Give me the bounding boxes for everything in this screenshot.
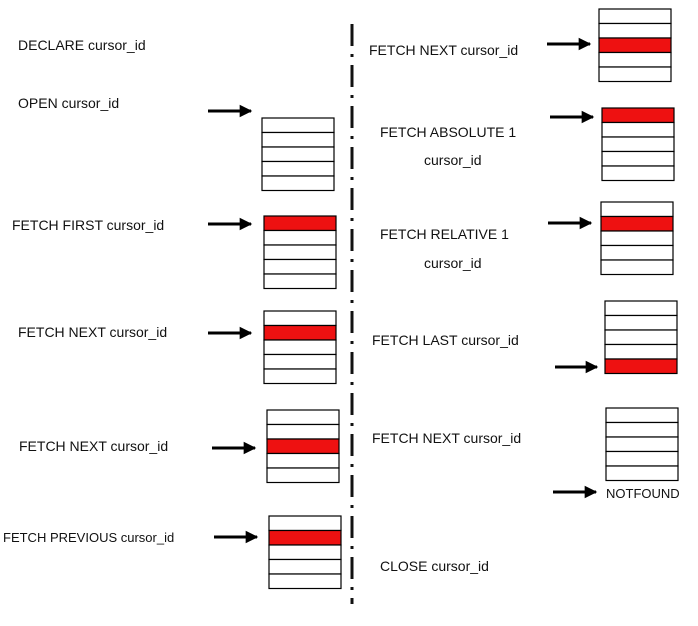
table-row — [600, 244, 674, 261]
current-row — [263, 324, 337, 341]
table-row — [263, 353, 337, 370]
current-row — [268, 529, 342, 546]
table-row — [605, 465, 679, 482]
step-label-fetch-absolute-line2: cursor_id — [424, 152, 482, 168]
table-row — [604, 343, 678, 360]
result-set-fetch-relative — [600, 201, 674, 276]
step-label-fetch-next-3: FETCH NEXT cursor_id — [369, 42, 519, 58]
table-row — [600, 230, 674, 247]
table-row — [268, 544, 342, 561]
result-set-fetch-next-2 — [266, 409, 340, 484]
current-row — [598, 37, 672, 54]
step-label-fetch-relative-line2: cursor_id — [424, 255, 482, 271]
step-label-fetch-last: FETCH LAST cursor_id — [372, 332, 519, 348]
table-row — [598, 66, 672, 83]
table-row — [600, 201, 674, 218]
result-set-fetch-next-3 — [598, 8, 672, 83]
table-row — [263, 244, 337, 261]
table-row — [598, 8, 672, 25]
table-row — [605, 436, 679, 453]
arrows — [208, 37, 599, 544]
table-row — [605, 450, 679, 467]
table-row — [605, 421, 679, 438]
table-row — [601, 121, 675, 138]
table-row — [263, 339, 337, 356]
table-row — [268, 558, 342, 575]
step-label-fetch-next-4: FETCH NEXT cursor_id — [372, 430, 522, 446]
table-row — [263, 368, 337, 385]
step-label-fetch-relative-line1: FETCH RELATIVE 1 — [380, 226, 509, 242]
current-row — [266, 438, 340, 455]
step-label-fetch-next-2: FETCH NEXT cursor_id — [19, 438, 169, 454]
result-set-fetch-absolute — [601, 107, 675, 182]
table-row — [601, 150, 675, 167]
result-set-fetch-next-1 — [263, 310, 337, 385]
step-label-fetch-previous: FETCH PREVIOUS cursor_id — [3, 530, 175, 545]
table-row — [266, 409, 340, 426]
notfound-status-label: NOTFOUND — [606, 486, 680, 501]
table-row — [605, 407, 679, 424]
table-row — [261, 175, 335, 192]
step-label-fetch-absolute-line1: FETCH ABSOLUTE 1 — [380, 124, 517, 140]
table-row — [261, 160, 335, 177]
table-row — [266, 423, 340, 440]
table-row — [266, 467, 340, 484]
step-label-close: CLOSE cursor_id — [380, 558, 489, 574]
table-row — [598, 22, 672, 39]
result-set-fetch-next-end — [605, 407, 679, 482]
step-label-declare: DECLARE cursor_id — [18, 37, 146, 53]
result-set-open — [261, 117, 335, 192]
current-row — [601, 107, 675, 124]
table-row — [266, 452, 340, 469]
table-row — [263, 258, 337, 275]
step-label-open: OPEN cursor_id — [18, 95, 120, 111]
table-row — [261, 146, 335, 163]
table-row — [604, 329, 678, 346]
table-row — [600, 259, 674, 276]
current-row — [604, 358, 678, 375]
table-row — [598, 51, 672, 68]
result-set-fetch-last — [604, 300, 678, 375]
step-label-fetch-first: FETCH FIRST cursor_id — [12, 217, 165, 233]
current-row — [600, 215, 674, 232]
table-row — [268, 515, 342, 532]
table-row — [263, 273, 337, 290]
table-row — [263, 229, 337, 246]
table-row — [263, 310, 337, 327]
result-set-fetch-first — [263, 215, 337, 290]
table-row — [601, 165, 675, 182]
table-row — [601, 136, 675, 153]
table-row — [604, 300, 678, 317]
table-row — [268, 573, 342, 590]
current-row — [263, 215, 337, 232]
table-row — [604, 314, 678, 331]
table-row — [261, 117, 335, 134]
step-label-fetch-next-1: FETCH NEXT cursor_id — [18, 324, 168, 340]
result-set-fetch-previous — [268, 515, 342, 590]
table-row — [261, 131, 335, 148]
